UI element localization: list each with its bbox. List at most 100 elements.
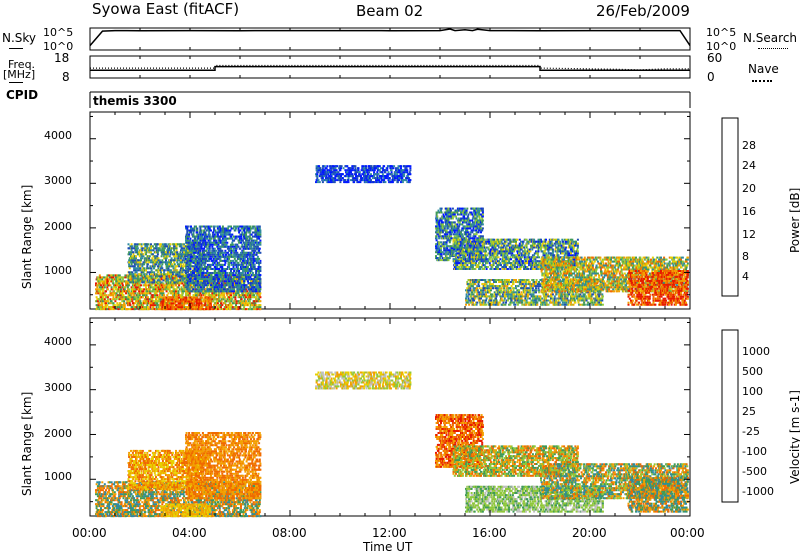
power-echo-cell: [169, 286, 171, 288]
power-echo-cell: [230, 226, 232, 228]
power-echo-cell: [102, 300, 104, 302]
power-echo-cell: [206, 266, 208, 268]
power-echo-cell: [234, 252, 236, 254]
power-echo-cell: [258, 234, 260, 236]
power-echo-cell: [153, 279, 155, 281]
power-echo-cell: [171, 251, 173, 253]
power-echo-cell: [217, 302, 219, 304]
power-echo-cell: [256, 298, 258, 300]
power-echo-cell: [222, 264, 224, 266]
power-echo-cell: [168, 308, 170, 310]
power-echo-cell: [238, 292, 240, 294]
power-echo-cell: [106, 276, 108, 278]
power-echo-cell: [204, 282, 206, 284]
power-echo-cell: [149, 288, 151, 290]
power-echo-cell: [259, 242, 261, 244]
power-echo-cell: [193, 254, 195, 256]
power-echo-cell: [179, 271, 181, 273]
power-echo-cell: [153, 259, 155, 261]
power-echo-cell: [143, 261, 145, 263]
power-echo-cell: [178, 265, 180, 267]
power-echo-cell: [233, 270, 235, 272]
power-echo-cell: [224, 298, 226, 300]
power-echo-cell: [122, 284, 124, 286]
power-echo-cell: [221, 284, 223, 286]
power-echo-cell: [230, 274, 232, 276]
power-echo-cell: [196, 264, 198, 266]
power-echo-cell: [259, 280, 261, 282]
power-echo-cell: [231, 234, 233, 236]
power-echo-cell: [208, 260, 210, 262]
power-echo-cell: [255, 230, 257, 232]
power-echo-cell: [172, 302, 174, 304]
power-echo-cell: [240, 242, 242, 244]
power-echo-cell: [259, 308, 261, 310]
power-echo-cell: [170, 277, 172, 279]
power-echo-cell: [214, 256, 216, 258]
power-echo-cell: [241, 290, 243, 292]
power-echo-cell: [214, 230, 216, 232]
power-echo-cell: [228, 280, 230, 282]
power-echo-cell: [220, 302, 222, 304]
power-echo-cell: [143, 306, 145, 308]
power-echo-cell: [241, 278, 243, 280]
power-echo-cell: [180, 304, 182, 306]
power-echo-cell: [136, 286, 138, 288]
power-echo-cell: [151, 281, 153, 283]
power-echo-cell: [161, 269, 163, 271]
power-echo-cell: [182, 267, 184, 269]
power-echo-cell: [231, 280, 233, 282]
power-echo-cell: [233, 250, 235, 252]
power-echo-cell: [219, 308, 221, 310]
power-echo-cell: [151, 302, 153, 304]
power-echo-cell: [161, 284, 163, 286]
power-echo-cell: [178, 292, 180, 294]
power-echo-cell: [96, 296, 98, 298]
power-echo-cell: [223, 240, 225, 242]
power-echo-cell: [106, 308, 108, 310]
power-echo-cell: [116, 298, 118, 300]
power-echo-cell: [135, 281, 137, 283]
power-echo-cell: [147, 288, 149, 290]
power-echo-cell: [234, 274, 236, 276]
power-echo-cell: [131, 300, 133, 302]
power-echo-cell: [195, 246, 197, 248]
power-echo-cell: [235, 292, 237, 294]
power-echo-cell: [121, 282, 123, 284]
power-echo-cell: [242, 302, 244, 304]
power-echo-cell: [162, 243, 164, 245]
power-echo-cell: [127, 308, 129, 310]
power-echo-cell: [151, 249, 153, 251]
power-echo-cell: [220, 234, 222, 236]
power-echo-cell: [230, 248, 232, 250]
power-echo-cell: [179, 281, 181, 283]
power-echo-cell: [224, 244, 226, 246]
power-echo-cell: [177, 304, 179, 306]
power-echo-cell: [181, 247, 183, 249]
power-echo-cell: [194, 268, 196, 270]
power-echo-cell: [224, 270, 226, 272]
power-echo-cell: [235, 282, 237, 284]
power-echo-cell: [203, 282, 205, 284]
power-echo-cell: [223, 254, 225, 256]
power-echo-cell: [246, 256, 248, 258]
power-echo-cell: [160, 304, 162, 306]
power-echo-cell: [216, 266, 218, 268]
power-echo-cell: [228, 238, 230, 240]
power-echo-cell: [233, 274, 235, 276]
power-echo-cell: [193, 230, 195, 232]
power-echo-cell: [254, 246, 256, 248]
power-echo-cell: [151, 284, 153, 286]
power-echo-cell: [233, 278, 235, 280]
power-echo-cell: [251, 288, 253, 290]
power-echo-cell: [150, 247, 152, 249]
power-echo-cell: [239, 284, 241, 286]
power-echo-cell: [230, 292, 232, 294]
power-echo-cell: [152, 245, 154, 247]
power-echo-cell: [246, 246, 248, 248]
power-echo-cell: [172, 292, 174, 294]
power-echo-cell: [188, 234, 190, 236]
power-echo-cell: [146, 273, 148, 275]
power-echo-cell: [246, 238, 248, 240]
power-echo-cell: [100, 306, 102, 308]
